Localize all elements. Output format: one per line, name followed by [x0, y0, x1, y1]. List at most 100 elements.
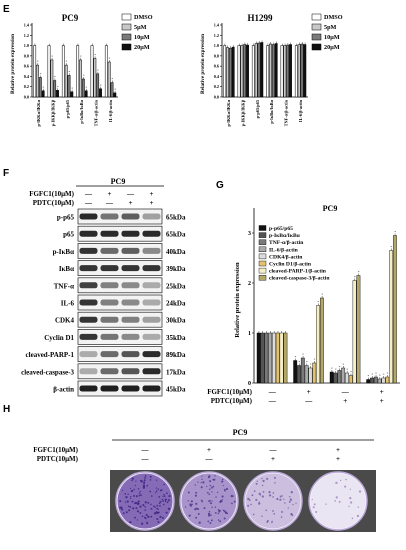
colony-dot: [138, 494, 141, 497]
colony-dot: [198, 521, 201, 524]
colony-dot: [168, 494, 171, 498]
colony-dot: [208, 510, 211, 513]
colony-dot: [154, 506, 156, 508]
protein-label: cleaved-caspase-3: [21, 368, 74, 376]
blot-band: [100, 333, 119, 340]
colony-dot: [250, 503, 252, 506]
bar: [64, 64, 68, 98]
bar: [274, 43, 278, 98]
colony-dot: [213, 478, 216, 481]
colony-dot: [209, 480, 212, 483]
colony-dot: [203, 507, 206, 510]
bar: [93, 58, 97, 98]
panel-letter-h: H: [3, 404, 10, 415]
legend-swatch: [121, 23, 132, 31]
colony-dot: [197, 512, 200, 515]
colony-dot: [221, 480, 224, 483]
x-tick-label: p-IKKα/IKKα: [36, 99, 41, 126]
bar: [53, 80, 57, 98]
significance-mark: *: [371, 373, 373, 377]
blot-band: [100, 265, 119, 272]
bar: [268, 332, 273, 384]
bar: [329, 371, 334, 384]
treatment-sign: +: [271, 455, 275, 463]
blot-band: [79, 299, 98, 306]
colony-dot: [200, 499, 203, 502]
blot-band: [79, 247, 98, 254]
colony-dot: [350, 501, 353, 504]
colony-dot: [280, 516, 283, 518]
colony-dot: [221, 478, 224, 481]
x-tick-label: p-p65/p65: [65, 100, 70, 118]
colony-dot: [267, 519, 269, 522]
colony-dot: [197, 508, 200, 511]
legend-label: 20μM: [134, 44, 150, 51]
colony-dot: [208, 493, 211, 496]
colony-dot: [335, 496, 338, 499]
bar: [251, 45, 255, 98]
legend-swatch: [121, 43, 132, 51]
colony-dot: [339, 479, 342, 482]
significance-mark: *: [354, 275, 356, 279]
blot-band: [142, 316, 161, 323]
colony-dot: [281, 495, 284, 497]
culture-plate: [243, 471, 303, 531]
colony-dot: [131, 490, 134, 492]
colony-dot: [150, 508, 152, 510]
significance-mark: *: [387, 372, 389, 376]
blot-band: [121, 247, 140, 254]
colony-dot: [207, 514, 211, 517]
colony-dot: [208, 475, 211, 478]
treatment-label: PDTC(10μM): [33, 199, 75, 207]
treatment-sign: +: [343, 397, 347, 405]
y-tick-label: 0.2: [24, 84, 29, 89]
colony-dot: [162, 503, 165, 506]
blot-frame: [77, 243, 163, 259]
colony-dot: [194, 494, 197, 497]
treatment-sign: —: [269, 446, 278, 454]
colony-dot: [200, 481, 202, 484]
legend-label: 5pM: [324, 24, 337, 31]
bar: [79, 59, 82, 98]
significance-mark: *: [306, 360, 308, 364]
kda-label: 45kDa: [166, 386, 186, 394]
colony-dot: [124, 493, 127, 495]
colony-dot: [256, 480, 259, 482]
y-tick-label: 1.2: [24, 33, 29, 38]
panel-letter-g: G: [216, 180, 224, 191]
colony-dot: [287, 507, 289, 509]
colony-dot: [165, 499, 167, 501]
bar: [316, 305, 320, 384]
blot-band: [142, 213, 161, 220]
colony-dot: [149, 479, 152, 481]
colony-dot: [214, 506, 217, 508]
bar: [381, 377, 386, 384]
colony-dot: [150, 503, 152, 506]
colony-dot: [279, 498, 282, 501]
legend-swatch: [121, 33, 132, 41]
legend-swatch: [311, 13, 322, 21]
bar: [76, 45, 80, 98]
colony-dot: [209, 484, 212, 487]
colony-dot: [166, 492, 168, 495]
colony-dot: [288, 500, 291, 503]
colony-dot: [134, 502, 136, 505]
colony-dot: [261, 495, 264, 498]
blot-band: [79, 230, 98, 237]
bar: [289, 44, 292, 98]
blot-band: [121, 368, 140, 375]
colony-dot: [128, 509, 131, 512]
blot-band: [79, 385, 98, 392]
bar: [271, 44, 275, 98]
x-tick-label: TNF-α/β-actin: [94, 99, 99, 126]
y-tick-label: 2: [248, 281, 251, 287]
colony-dot: [144, 501, 147, 504]
colony-dot: [161, 516, 164, 519]
colony-dot: [157, 488, 160, 490]
chart-title: PC9: [62, 13, 79, 23]
protein-label: cleaved-PARP-1: [26, 351, 75, 359]
bar: [81, 78, 85, 98]
colony-dot: [119, 506, 122, 509]
colony-dot: [219, 520, 222, 523]
colony-dot: [211, 500, 213, 502]
